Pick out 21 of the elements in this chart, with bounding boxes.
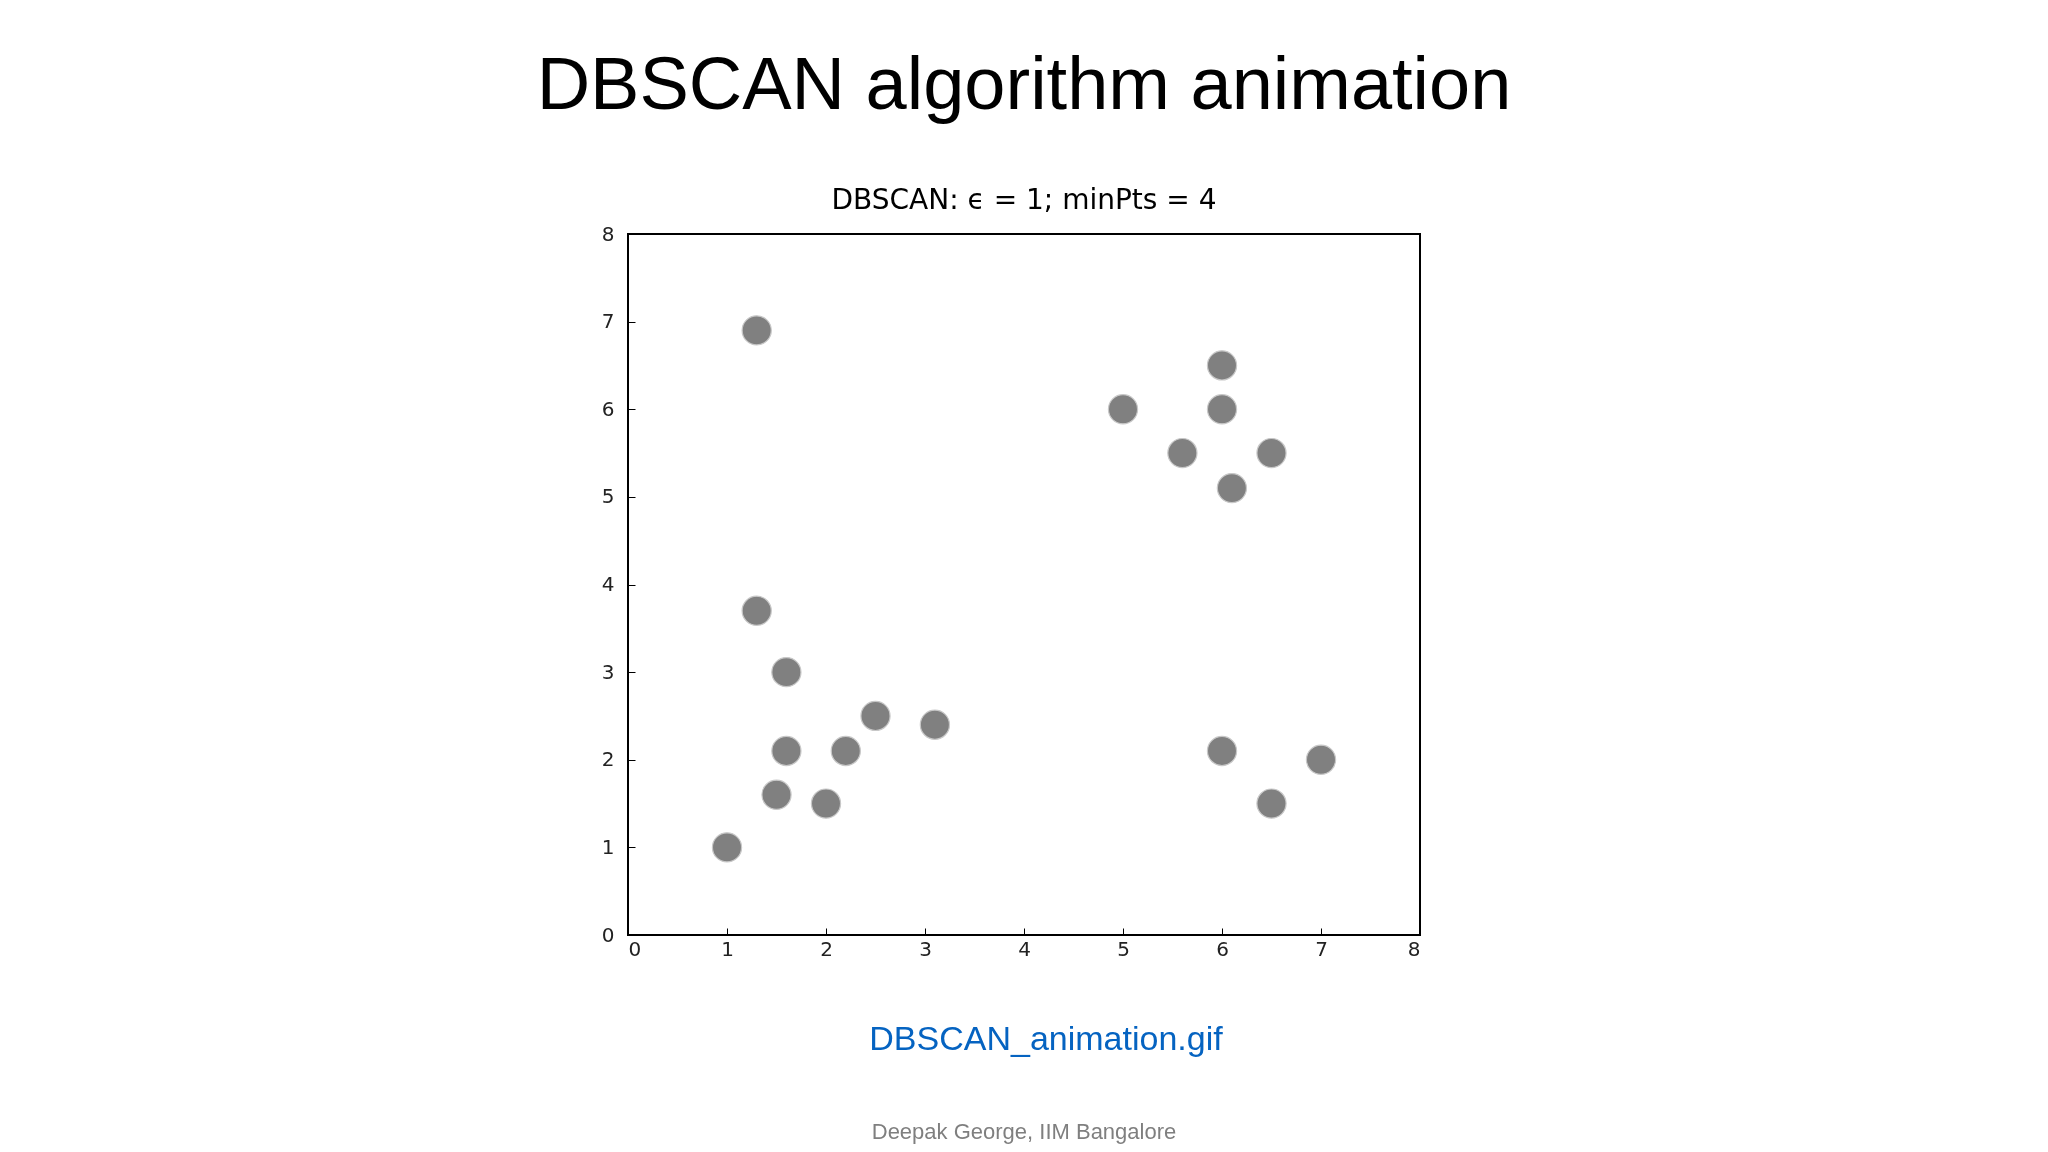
chart-subtitle: DBSCAN: ϵ = 1; minPts = 4 bbox=[831, 183, 1217, 216]
y-tick-label: 7 bbox=[601, 309, 615, 334]
x-tick-label: 1 bbox=[721, 936, 734, 961]
y-tick-label: 4 bbox=[601, 572, 615, 596]
y-tick-label: 2 bbox=[601, 747, 615, 772]
x-tick-label: 5 bbox=[1117, 936, 1130, 961]
x-tick-label: 6 bbox=[1216, 936, 1229, 961]
x-tick-label: 8 bbox=[1407, 936, 1421, 961]
y-tick-label: 5 bbox=[601, 484, 615, 509]
x-tick-label: 7 bbox=[1315, 936, 1328, 961]
text: Deepak George, IIM Bangalore bbox=[871, 1119, 1177, 1144]
chart-title: DBSCAN algorithm animation bbox=[536, 42, 1512, 125]
x-tick-label: 4 bbox=[1018, 936, 1031, 961]
x-tick-label: 0 bbox=[628, 936, 642, 961]
y-tick-label: 3 bbox=[601, 659, 615, 684]
y-tick-label: 6 bbox=[601, 396, 615, 421]
x-tick-label: 3 bbox=[919, 936, 932, 961]
text: DBSCAN_animation.gif bbox=[869, 1019, 1224, 1057]
y-tick-label: 8 bbox=[601, 221, 615, 246]
x-tick-label: 2 bbox=[820, 936, 833, 961]
y-tick-label: 1 bbox=[601, 834, 615, 859]
